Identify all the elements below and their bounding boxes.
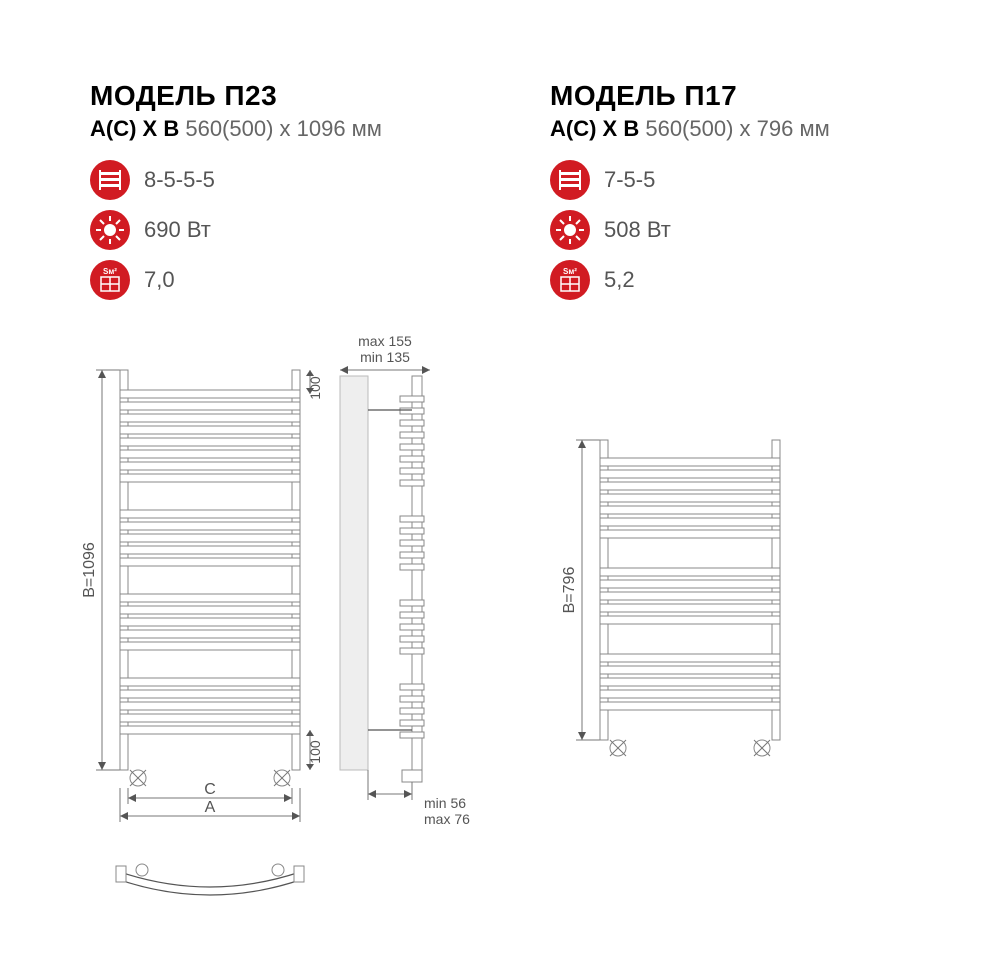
spec-area: Sм² 7,0 [90,260,510,300]
svg-text:Sм²: Sм² [103,267,117,276]
spec-bars-value: 7-5-5 [604,167,655,193]
spec-area: Sм² 5,2 [550,260,940,300]
height-label: В=796 [561,567,578,614]
depth-bot-max: max 76 [424,811,470,827]
model-dimensions: A(С) Х В 560(500) х 1096 мм [90,116,510,142]
spec-power-value: 690 Вт [144,217,211,243]
width-c: C [204,781,216,798]
model-p17-column: МОДЕЛЬ П17 A(С) Х В 560(500) х 796 мм 7-… [550,80,940,935]
diagram-p23: В=1096 [90,330,510,935]
spec-area-value: 7,0 [144,267,175,293]
dim-value: 560(500) х 796 мм [645,116,829,141]
dim-prefix: A(С) Х В [550,116,639,141]
spec-bars: 8-5-5-5 [90,160,510,200]
spec-power-value: 508 Вт [604,217,671,243]
bars-icon [550,160,590,200]
dim-prefix: A(С) Х В [90,116,179,141]
bottom-offset: 100 [307,740,323,764]
spec-bars-value: 8-5-5-5 [144,167,215,193]
sun-icon [90,210,130,250]
spec-power: 690 Вт [90,210,510,250]
bars-group-3 [600,654,780,710]
diagram-p17: В=796 [550,440,940,865]
sun-icon [550,210,590,250]
bars-group-2 [120,510,300,566]
diagram-p17-svg: В=796 [550,440,850,860]
depth-top-min: min 135 [360,349,410,365]
area-icon: Sм² [90,260,130,300]
model-title: МОДЕЛЬ П23 [90,80,510,112]
bars-group-1 [600,458,780,538]
bars-group-1 [120,390,300,482]
svg-text:Sм²: Sм² [563,267,577,276]
model-title: МОДЕЛЬ П17 [550,80,940,112]
height-label: В=1096 [81,542,98,598]
bars-icon [90,160,130,200]
dim-value: 560(500) х 1096 мм [185,116,382,141]
spec-bars: 7-5-5 [550,160,940,200]
bars-group-3 [120,594,300,650]
model-dimensions: A(С) Х В 560(500) х 796 мм [550,116,940,142]
area-icon: Sм² [550,260,590,300]
spec-area-value: 5,2 [604,267,635,293]
width-a: A [205,799,216,816]
bars-group-2 [600,568,780,624]
top-offset: 100 [307,376,323,400]
model-p23-column: МОДЕЛЬ П23 A(С) Х В 560(500) х 1096 мм 8… [90,80,510,935]
bars-group-4 [120,678,300,734]
spec-power: 508 Вт [550,210,940,250]
depth-top-max: max 155 [358,333,412,349]
depth-bot-min: min 56 [424,795,466,811]
diagram-p23-svg: В=1096 [90,330,510,930]
